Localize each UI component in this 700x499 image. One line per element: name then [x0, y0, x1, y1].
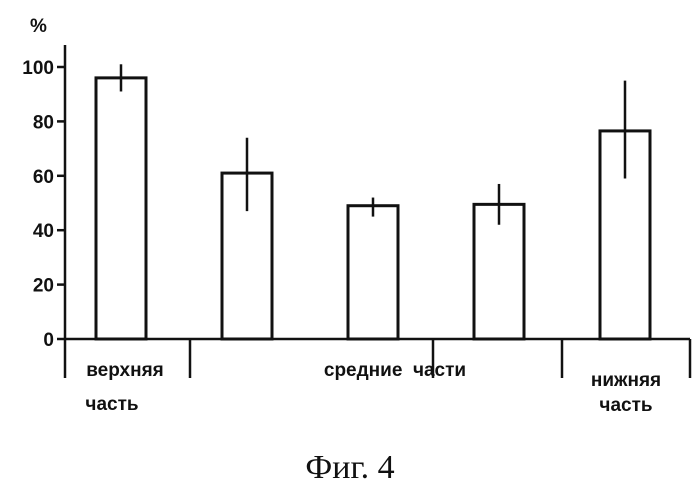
group-label-2-line-1: средние части	[324, 360, 466, 381]
group-label-3-line-2: часть	[599, 395, 652, 416]
group-label-1-line-2: часть	[85, 394, 138, 415]
y-tick-label-80: 80	[33, 112, 54, 133]
y-axis-unit: %	[30, 16, 47, 37]
bar-1	[96, 78, 146, 339]
y-tick-label-20: 20	[33, 276, 54, 297]
y-tick-label-40: 40	[33, 221, 54, 242]
group-label-1-line-1: верхняя	[86, 360, 164, 381]
bar-3	[348, 206, 398, 339]
y-tick-label-0: 0	[43, 330, 54, 351]
category-groups: верхняя часть средние части нижняя часть	[85, 360, 661, 416]
y-tick-label-60: 60	[33, 167, 54, 188]
error-bars	[121, 64, 625, 224]
y-tick-labels: 0 20 40 60 80 100	[22, 58, 65, 351]
figure-caption: Фиг. 4	[305, 449, 394, 486]
y-tick-label-100: 100	[22, 58, 54, 79]
group-label-3-line-1: нижняя	[591, 370, 661, 391]
